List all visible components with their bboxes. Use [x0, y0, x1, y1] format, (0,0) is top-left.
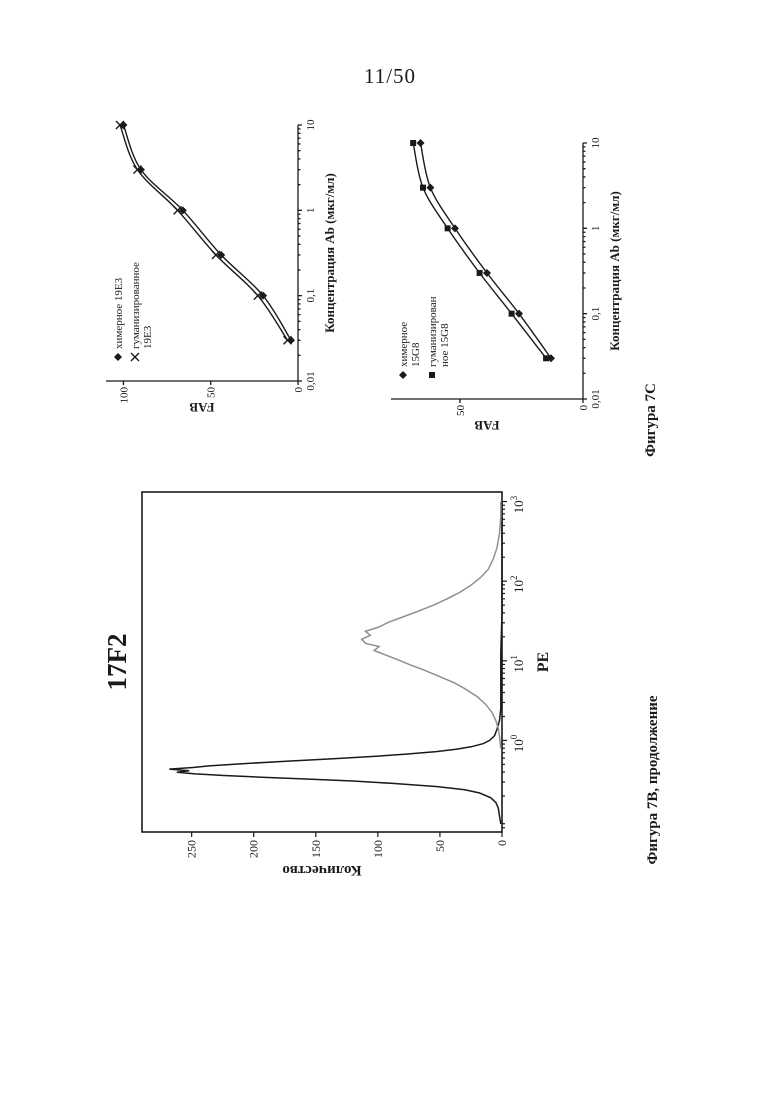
diamond-marker	[451, 224, 459, 233]
x-marker	[253, 291, 263, 301]
y-tick-label: 0	[578, 405, 590, 411]
series-curve	[412, 142, 547, 359]
figure-7c-caption: Фигура 7C	[643, 383, 659, 457]
histogram-curve	[169, 501, 503, 825]
x-tick-label: 103	[509, 495, 526, 513]
diamond-marker	[217, 250, 226, 259]
x-tick-label: 101	[509, 655, 526, 673]
axes	[106, 124, 302, 385]
x-marker	[283, 335, 293, 345]
y-tick-label: 0	[293, 387, 305, 393]
x-tick-label: 102	[509, 575, 526, 593]
x-marker	[211, 250, 221, 260]
fab-chart-15g8: 0,01 0,1 1 10 0 50 Концентрация Ab (мкг/мл) FAB…	[385, 135, 645, 435]
legend-label: химерное 19E3	[113, 277, 125, 349]
diamond-marker	[399, 371, 407, 379]
diamond-marker	[426, 183, 435, 192]
y-tick-label: 250	[185, 840, 199, 858]
fab-chart-19e3: 0,01 0,1 1 10 0 50 100 Концентрация Ab (мкг/мл)…	[100, 117, 360, 417]
diamond-marker	[178, 206, 187, 215]
x-axis-label: Концентрация Ab (мкг/мл)	[607, 191, 622, 351]
diamond-marker	[515, 309, 523, 318]
series-curve	[419, 142, 552, 359]
x-axis-label: Концентрация Ab (мкг/мл)	[322, 173, 337, 333]
y-tick-label: 100	[118, 387, 130, 404]
x-tick-label: 1	[305, 208, 317, 214]
y-axis-label: FAB	[189, 400, 214, 415]
x-tick-label: 1	[590, 226, 602, 232]
y-axis-label: Количество	[282, 862, 361, 878]
x-tick-label: 0,01	[590, 389, 602, 408]
square-marker	[444, 225, 451, 232]
plot-frame	[141, 491, 503, 833]
legend-label: гуманизирован	[427, 296, 439, 367]
axes	[391, 142, 587, 403]
legend-label: ное 15G8	[439, 323, 451, 367]
series-curve	[119, 124, 289, 341]
y-tick-label: 100	[371, 840, 385, 858]
y-tick-label: 50	[206, 387, 218, 399]
square-marker	[410, 140, 417, 146]
square-marker	[476, 269, 483, 276]
diamond-marker	[119, 121, 128, 129]
x-tick-label: 10	[590, 137, 602, 149]
diamond-marker	[114, 353, 122, 361]
facs-histogram-17f2: 17F2 100 101 102 103 0 50 100 150 200 250 PE Количес…	[100, 482, 560, 882]
diamond-marker	[416, 139, 425, 147]
x-marker	[115, 120, 125, 130]
x-tick-label: 10	[305, 119, 317, 131]
y-tick-label: 50	[433, 840, 447, 852]
x-marker	[132, 165, 142, 175]
legend-label: 15G8	[410, 342, 422, 367]
square-marker	[508, 310, 515, 317]
square-marker	[543, 355, 550, 362]
y-tick-label: 50	[455, 405, 467, 417]
facs-histogram-17f2-svg: 17F2 100 101 102 103 0 50 100 150 200 250 PE Количес…	[102, 491, 552, 878]
x-marker	[130, 352, 140, 362]
chart-title: 17F2	[102, 634, 132, 691]
diamond-marker	[287, 336, 296, 345]
square-marker	[420, 184, 426, 191]
legend-label: гуманизированное	[130, 262, 142, 349]
diamond-marker	[259, 291, 268, 300]
legend-label: химерное	[398, 322, 410, 367]
fab-chart-15g8-svg: 0,01 0,1 1 10 0 50 Концентрация Ab (мкг/мл) FAB…	[391, 137, 622, 433]
x-tick-label: 0,1	[590, 307, 602, 321]
diamond-marker	[483, 268, 491, 277]
axes	[191, 500, 507, 837]
x-marker	[173, 205, 183, 215]
figure-7b-caption: Фигура 7B, продолжение	[645, 695, 661, 865]
y-tick-label: 150	[309, 840, 323, 858]
legend: химерное 19E3 гуманизированное 19E3	[113, 262, 154, 362]
x-axis-label: PE	[535, 652, 552, 672]
x-tick-label: 100	[509, 734, 526, 752]
x-tick-label: 0,1	[305, 289, 317, 303]
y-axis-label: FAB	[474, 418, 499, 433]
square-marker	[429, 372, 435, 378]
legend: химерное 15G8 гуманизирован ное 15G8	[398, 296, 451, 379]
page-number: 11/50	[363, 64, 417, 88]
histogram-curve	[360, 501, 502, 749]
legend-label: 19E3	[142, 325, 154, 349]
y-tick-label: 200	[247, 840, 261, 858]
x-tick-label: 0,01	[305, 371, 317, 390]
y-tick-label: 0	[495, 840, 509, 846]
series-curve	[122, 124, 292, 341]
